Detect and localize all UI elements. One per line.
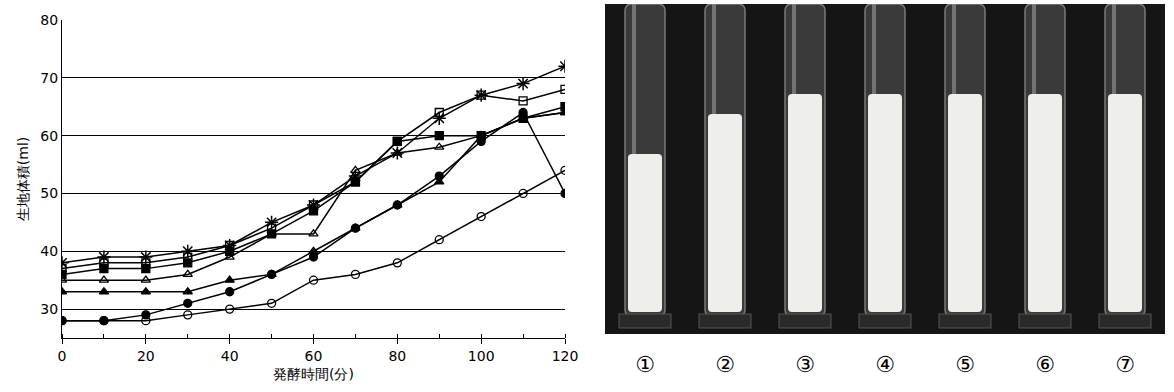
svg-text:③: ③ — [795, 352, 815, 377]
svg-text:50: 50 — [40, 185, 58, 201]
svg-text:④: ④ — [875, 352, 895, 377]
svg-text:60: 60 — [40, 128, 58, 144]
svg-text:100: 100 — [468, 348, 495, 364]
svg-text:⑥: ⑥ — [1035, 352, 1055, 377]
svg-text:⑦: ⑦ — [1115, 352, 1135, 377]
svg-text:20: 20 — [137, 348, 155, 364]
svg-text:②: ② — [715, 352, 735, 377]
svg-text:①: ① — [635, 352, 655, 377]
svg-text:60: 60 — [305, 348, 323, 364]
svg-text:80: 80 — [388, 348, 406, 364]
svg-text:120: 120 — [552, 348, 579, 364]
svg-text:生地体積(ml): 生地体積(ml) — [15, 137, 31, 221]
svg-text:80: 80 — [40, 12, 58, 28]
svg-text:40: 40 — [221, 348, 239, 364]
svg-text:70: 70 — [40, 70, 58, 86]
svg-text:0: 0 — [58, 348, 67, 364]
svg-text:40: 40 — [40, 243, 58, 259]
svg-text:30: 30 — [40, 301, 58, 317]
svg-text:⑤: ⑤ — [955, 352, 975, 377]
svg-text:発酵時間(分): 発酵時間(分) — [273, 366, 354, 382]
